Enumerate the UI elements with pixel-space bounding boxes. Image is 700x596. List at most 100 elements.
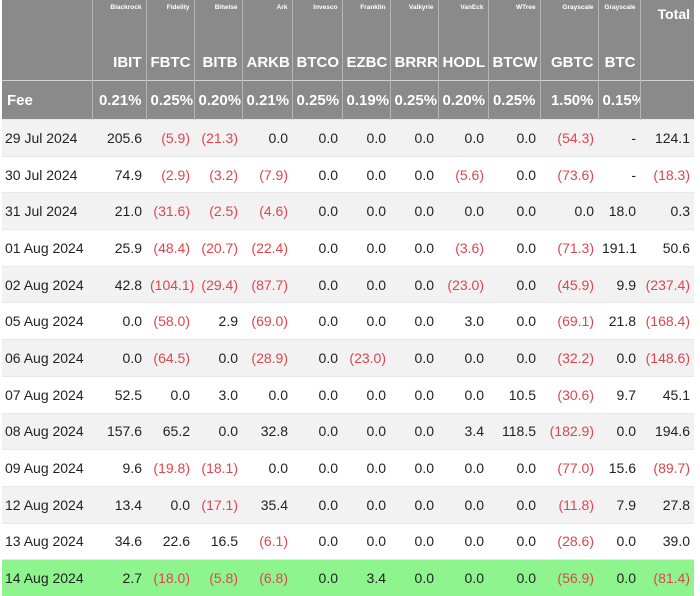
flow-cell: 0.0 <box>438 192 488 230</box>
flow-cell: 3.0 <box>438 302 488 340</box>
flow-cell: 0.0 <box>390 192 438 230</box>
flow-cell: 7.9 <box>598 485 640 524</box>
ticker-total-cell <box>639 44 694 81</box>
flow-cell: (58.0) <box>146 302 194 340</box>
flow-cell: (87.7) <box>242 265 292 303</box>
flow-cell: (5.8) <box>194 559 242 596</box>
issuer-header-cell: Grayscale <box>597 0 640 44</box>
fee-cell: 0.25% <box>389 80 438 120</box>
issuer-header-cell: Ark <box>241 0 292 44</box>
flow-cell: 0.0 <box>438 339 488 377</box>
flow-cell: 3.4 <box>342 559 390 596</box>
date-cell: 06 Aug 2024 <box>2 339 92 377</box>
flow-cell: 0.0 <box>390 522 438 560</box>
flow-cell: (28.6) <box>540 522 598 560</box>
flow-cell: 0.0 <box>488 229 540 267</box>
date-cell: 07 Aug 2024 <box>2 375 92 413</box>
flow-cell: 205.6 <box>92 119 146 157</box>
ticker-header-cell: ARKB <box>241 44 292 81</box>
flow-cell: (69.0) <box>242 302 292 340</box>
total-cell: 27.8 <box>640 485 694 524</box>
flow-cell: (104.1) <box>146 265 194 303</box>
date-cell: 13 Aug 2024 <box>2 522 92 560</box>
total-cell: 45.1 <box>640 375 694 413</box>
flow-cell: (18.1) <box>194 449 242 487</box>
issuer-row: Blackrock Fidelity Bitwise Ark Invesco Frankl… <box>2 0 694 44</box>
right-edge <box>694 0 700 581</box>
flow-cell: 2.9 <box>194 302 242 340</box>
flow-cell: 0.0 <box>390 265 438 303</box>
issuer-header-cell: Fidelity <box>145 0 194 44</box>
flow-cell: 0.0 <box>292 155 342 193</box>
flow-cell: 21.8 <box>598 302 640 340</box>
flow-cell: 0.0 <box>292 375 342 413</box>
flow-cell: 0.0 <box>92 302 146 340</box>
flow-cell: 118.5 <box>488 412 540 450</box>
flow-cell: 0.0 <box>342 155 390 193</box>
flow-cell: 0.0 <box>342 265 390 303</box>
flow-row: 08 Aug 2024 157.6 65.2 0.0 32.8 0.0 0.0 0.0 3.4 1… <box>2 412 694 450</box>
ticker-header-cell: BITB <box>193 44 242 81</box>
flow-cell: 0.0 <box>390 375 438 413</box>
date-cell: 02 Aug 2024 <box>2 265 92 303</box>
flow-row: 01 Aug 2024 25.9 (48.4) (20.7) (22.4) 0.0 0.0 0… <box>2 229 694 267</box>
flow-cell: 0.0 <box>488 559 540 596</box>
flow-cell: - <box>598 119 640 157</box>
date-cell: 05 Aug 2024 <box>2 302 92 340</box>
flow-cell: 0.0 <box>292 229 342 267</box>
ticker-header-cell: HODL <box>437 44 488 81</box>
flow-cell: (31.6) <box>146 192 194 230</box>
flow-cell: 9.9 <box>598 265 640 303</box>
ticker-corner-cell <box>2 44 92 81</box>
flow-cell: (20.7) <box>194 229 242 267</box>
flow-cell: 0.0 <box>292 339 342 377</box>
flow-cell: (23.0) <box>342 339 390 377</box>
flow-cell: (4.6) <box>242 192 292 230</box>
flow-cell: 9.7 <box>598 375 640 413</box>
flow-cell: (3.6) <box>438 229 488 267</box>
fee-total-cell <box>639 80 694 120</box>
flow-cell: 22.6 <box>146 522 194 560</box>
flow-cell: (2.9) <box>146 155 194 193</box>
flow-cell: (21.3) <box>194 119 242 157</box>
flow-cell: 0.0 <box>438 522 488 560</box>
flow-cell: 0.0 <box>342 375 390 413</box>
fee-cell: 0.21% <box>91 80 146 120</box>
flow-cell: 0.0 <box>292 522 342 560</box>
flow-row: 06 Aug 2024 0.0 (64.5) 0.0 (28.9) 0.0 (23.0) 0.… <box>2 339 694 377</box>
flow-cell: 0.0 <box>438 485 488 524</box>
date-cell: 01 Aug 2024 <box>2 229 92 267</box>
flow-cell: (56.9) <box>540 559 598 596</box>
flow-row: 05 Aug 2024 0.0 (58.0) 2.9 (69.0) 0.0 0.0 0.0 3.… <box>2 302 694 340</box>
flow-cell: 16.5 <box>194 522 242 560</box>
flow-cell: (5.6) <box>438 155 488 193</box>
flow-row: 12 Aug 2024 13.4 0.0 (17.1) 35.4 0.0 0.0 0.0 0.0… <box>2 485 694 524</box>
total-cell: (81.4) <box>640 559 694 596</box>
flow-cell: 0.0 <box>242 375 292 413</box>
flow-cell: 0.0 <box>488 192 540 230</box>
flow-cell: (17.1) <box>194 485 242 524</box>
flow-cell: 32.8 <box>242 412 292 450</box>
flow-cell: 0.0 <box>390 485 438 524</box>
flow-cell: 0.0 <box>92 339 146 377</box>
issuer-header-cell: WTree <box>487 0 540 44</box>
issuer-header-cell: Blackrock <box>91 0 146 44</box>
flow-cell: 0.0 <box>598 339 640 377</box>
flow-cell: (45.9) <box>540 265 598 303</box>
date-cell: 08 Aug 2024 <box>2 412 92 450</box>
flow-cell: 0.0 <box>342 485 390 524</box>
flow-cell: (48.4) <box>146 229 194 267</box>
flow-cell: 9.6 <box>92 449 146 487</box>
flow-cell: 34.6 <box>92 522 146 560</box>
ticker-header-cell: EZBC <box>341 44 390 81</box>
flow-cell: 0.0 <box>194 412 242 450</box>
flow-row: 09 Aug 2024 9.6 (19.8) (18.1) 0.0 0.0 0.0 0.0 0.… <box>2 449 694 487</box>
total-cell: (89.7) <box>640 449 694 487</box>
flow-cell: 0.0 <box>488 155 540 193</box>
total-cell: 194.6 <box>640 412 694 450</box>
flow-cell: 0.0 <box>540 192 598 230</box>
flow-cell: 65.2 <box>146 412 194 450</box>
date-cell: 14 Aug 2024 <box>2 559 92 596</box>
flow-cell: (3.2) <box>194 155 242 193</box>
flow-cell: 3.0 <box>194 375 242 413</box>
